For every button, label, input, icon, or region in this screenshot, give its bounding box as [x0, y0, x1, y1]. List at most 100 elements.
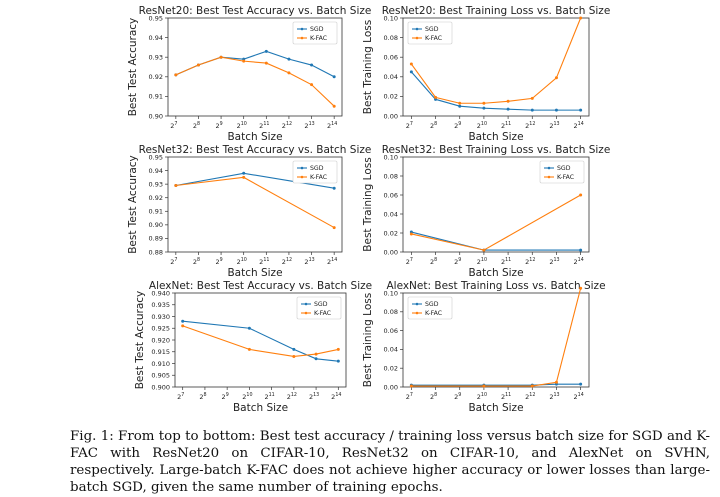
- y-tick-label: 0.04: [384, 73, 398, 81]
- series-line-sgd: [182, 320, 339, 362]
- data-point: [242, 175, 246, 179]
- legend-marker: [415, 27, 419, 31]
- data-point: [530, 96, 534, 100]
- x-tick-label: 28: [430, 257, 437, 266]
- plot-frame: [402, 156, 590, 253]
- data-point: [530, 108, 534, 112]
- chart-panel-5: AlexNet: Best Test Accuracy vs. Batch Si…: [134, 280, 372, 414]
- data-point: [314, 352, 318, 356]
- legend: SGD K-FAC: [407, 21, 453, 45]
- x-tick-label: 27: [170, 257, 177, 266]
- y-tick-label: 0.08: [384, 34, 398, 42]
- y-axis-label: Best Training Loss: [362, 157, 374, 251]
- data-point: [247, 326, 251, 330]
- y-tick-label: 0.00: [384, 383, 398, 391]
- x-tick-label: 212: [525, 392, 535, 401]
- y-tick-label: 0.940: [151, 289, 170, 297]
- x-tick-label: 210: [477, 392, 487, 401]
- data-point: [242, 59, 246, 63]
- data-point: [287, 71, 291, 75]
- y-tick-label: 0.91: [149, 208, 163, 216]
- legend-label: SGD: [557, 165, 571, 172]
- chart-panel-1: ResNet20: Best Test Accuracy vs. Batch S…: [127, 5, 371, 143]
- y-tick-label: 0.02: [384, 365, 398, 373]
- y-axis-label: Best Test Accuracy: [127, 155, 139, 254]
- x-tick-label: 29: [215, 121, 222, 130]
- y-tick-label: 0.930: [151, 313, 170, 321]
- x-tick-label: 210: [477, 121, 487, 130]
- data-point: [181, 324, 185, 328]
- legend-label: K-FAC: [557, 174, 574, 181]
- x-tick-label: 29: [454, 257, 461, 266]
- legend: SGD K-FAC: [292, 160, 338, 184]
- legend-label: SGD: [425, 26, 439, 33]
- x-axis-label: Batch Size: [227, 267, 282, 279]
- x-tick-label: 29: [215, 257, 222, 266]
- x-tick-label: 212: [525, 121, 535, 130]
- series-line-k-fac: [175, 176, 335, 229]
- plot-frame: [167, 17, 343, 117]
- legend-marker: [300, 27, 304, 31]
- y-tick-label: 0.02: [384, 93, 398, 101]
- data-point: [482, 101, 486, 105]
- data-point: [579, 248, 583, 252]
- data-point: [554, 108, 558, 112]
- x-tick-label: 28: [430, 121, 437, 130]
- x-tick-label: 211: [264, 392, 274, 401]
- chart-title: ResNet32: Best Test Accuracy vs. Batch S…: [139, 144, 372, 156]
- data-point: [482, 106, 486, 110]
- y-axis-label: Best Test Accuracy: [134, 291, 146, 390]
- x-tick-label: 27: [177, 392, 184, 401]
- data-point: [579, 286, 583, 290]
- y-tick-label: 0.00: [384, 248, 398, 256]
- data-point: [530, 384, 534, 388]
- legend-label: K-FAC: [310, 35, 327, 42]
- y-tick-label: 0.06: [384, 327, 398, 335]
- legend-marker: [300, 166, 304, 170]
- y-axis-label: Best Test Accuracy: [127, 18, 139, 117]
- data-point: [247, 347, 251, 351]
- data-point: [458, 104, 462, 108]
- data-point: [292, 347, 296, 351]
- x-tick-label: 213: [549, 392, 559, 401]
- x-axis-label: Batch Size: [468, 267, 523, 279]
- chart-panel-3: ResNet32: Best Test Accuracy vs. Batch S…: [127, 144, 371, 279]
- legend-label: SGD: [310, 165, 324, 172]
- chart-title: ResNet20: Best Test Accuracy vs. Batch S…: [139, 5, 372, 17]
- legend-marker: [547, 166, 551, 170]
- legend: SGD K-FAC: [539, 160, 585, 184]
- data-point: [482, 248, 486, 252]
- chart-panel-2: ResNet20: Best Training Loss vs. Batch S…: [362, 5, 610, 143]
- data-point: [332, 75, 336, 79]
- data-point: [310, 63, 314, 67]
- data-point: [579, 382, 583, 386]
- data-point: [336, 347, 340, 351]
- legend-label: SGD: [310, 26, 324, 33]
- x-tick-label: 213: [549, 257, 559, 266]
- data-point: [506, 107, 510, 111]
- data-point: [242, 171, 246, 175]
- data-point: [458, 101, 462, 105]
- x-tick-label: 210: [242, 392, 252, 401]
- x-axis-label: Batch Size: [227, 131, 282, 143]
- data-point: [409, 62, 413, 66]
- data-point: [264, 61, 268, 65]
- data-point: [336, 359, 340, 363]
- y-tick-label: 0.04: [384, 210, 398, 218]
- y-tick-label: 0.92: [149, 73, 163, 81]
- data-point: [579, 16, 583, 20]
- x-tick-label: 213: [309, 392, 319, 401]
- y-tick-label: 0.94: [149, 167, 163, 175]
- y-tick-label: 0.93: [149, 54, 163, 62]
- legend-marker: [300, 175, 304, 179]
- x-tick-label: 214: [574, 257, 584, 266]
- x-tick-label: 213: [549, 121, 559, 130]
- data-point: [579, 193, 583, 197]
- y-tick-label: 0.95: [149, 153, 163, 161]
- x-tick-label: 29: [454, 392, 461, 401]
- data-point: [579, 108, 583, 112]
- y-tick-label: 0.06: [384, 54, 398, 62]
- x-tick-label: 27: [170, 121, 177, 130]
- data-point: [310, 83, 314, 87]
- data-point: [287, 57, 291, 61]
